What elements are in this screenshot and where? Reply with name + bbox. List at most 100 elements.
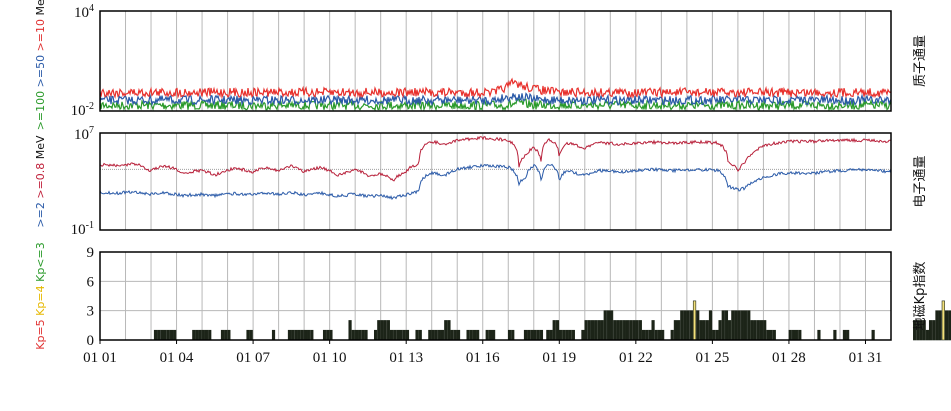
kp-bar bbox=[610, 310, 614, 341]
kp-y-label-part: Kp=5 bbox=[34, 319, 47, 349]
kp-frame bbox=[99, 251, 892, 341]
kp-bar bbox=[393, 329, 397, 341]
kp-bar bbox=[619, 320, 623, 341]
kp-bar bbox=[645, 329, 649, 341]
kp-bar bbox=[625, 320, 630, 341]
kp-bar bbox=[361, 329, 365, 341]
kp-bar bbox=[303, 329, 308, 341]
kp-bar bbox=[747, 310, 751, 341]
kp-bar bbox=[440, 329, 445, 341]
kp-bar bbox=[689, 310, 693, 341]
kp-bar bbox=[938, 310, 942, 341]
x-tick-label: 01 07 bbox=[236, 350, 270, 366]
kp-index-panel: 0 3 6 9 Kp=5 Kp=4 Kp<=3 地磁Kp指数 bbox=[34, 242, 951, 350]
kp-bar bbox=[721, 310, 725, 341]
kp-bar bbox=[386, 320, 390, 341]
kp-bar bbox=[488, 329, 493, 341]
proton-y-label-part: >=100 bbox=[34, 91, 47, 130]
electron-frame bbox=[99, 132, 892, 231]
kp-bar bbox=[635, 320, 639, 341]
kp-y-label-part: Kp<=3 bbox=[34, 242, 47, 285]
kp-bar bbox=[763, 320, 767, 341]
kp-bar bbox=[842, 329, 847, 341]
kp-plot-background bbox=[100, 252, 891, 340]
kp-bar bbox=[536, 329, 540, 341]
electron-right-label: 电子通量 bbox=[913, 155, 928, 207]
kp-bar bbox=[769, 329, 773, 341]
kp-bar bbox=[913, 320, 917, 341]
kp-bar bbox=[549, 329, 553, 341]
kp-bar bbox=[606, 310, 611, 341]
kp-bar bbox=[437, 329, 441, 341]
kp-bar bbox=[708, 310, 713, 341]
kp-bar bbox=[456, 329, 461, 341]
kp-bar bbox=[373, 329, 378, 341]
kp-y-axis-label: Kp=5 Kp=4 Kp<=3 bbox=[34, 242, 47, 349]
proton-y-tick-label: 104 bbox=[74, 3, 94, 21]
kp-bar bbox=[661, 329, 665, 341]
kp-bar bbox=[724, 310, 729, 341]
kp-bar bbox=[571, 329, 575, 341]
proton-series-line bbox=[99, 98, 892, 112]
kp-bar bbox=[428, 329, 432, 341]
kp-bar bbox=[928, 320, 933, 341]
kp-bar bbox=[358, 329, 362, 341]
kp-bar bbox=[817, 329, 821, 341]
kp-bar bbox=[287, 329, 292, 341]
kp-bar bbox=[916, 320, 920, 341]
kp-bar bbox=[444, 320, 448, 341]
kp-bar bbox=[198, 329, 202, 341]
kp-bar bbox=[511, 329, 515, 341]
kp-bar bbox=[530, 329, 534, 341]
kp-bar bbox=[692, 300, 697, 341]
kp-bar bbox=[415, 329, 419, 341]
kp-bar bbox=[632, 320, 636, 341]
kp-bar bbox=[552, 320, 556, 341]
kp-bar bbox=[657, 329, 662, 341]
kp-y-tick-label: 0 bbox=[87, 333, 95, 349]
kp-bar bbox=[351, 329, 355, 341]
kp-bar bbox=[638, 320, 642, 341]
proton-right-label: 质子通量 bbox=[913, 35, 928, 87]
kp-bar bbox=[192, 329, 196, 341]
kp-bar bbox=[453, 329, 457, 341]
kp-bar bbox=[728, 320, 732, 341]
kp-bar bbox=[294, 329, 298, 341]
electron-flux-panel: 107 10-1 >=2 >=0.8 MeV 电子通量 bbox=[34, 125, 928, 238]
kp-bar bbox=[204, 329, 209, 341]
kp-bar bbox=[584, 320, 588, 341]
kp-bar bbox=[922, 320, 926, 341]
kp-right-label: 地磁Kp指数 bbox=[913, 262, 928, 331]
kp-bar bbox=[715, 329, 719, 341]
kp-bar bbox=[594, 320, 598, 341]
kp-bar bbox=[616, 320, 620, 341]
kp-bar bbox=[613, 320, 617, 341]
kp-y-tick-label: 9 bbox=[87, 245, 95, 261]
kp-bar bbox=[651, 320, 655, 341]
kp-bar bbox=[791, 329, 796, 341]
electron-y-label-part: >=0.8 bbox=[34, 163, 47, 202]
kp-bar bbox=[734, 310, 738, 341]
kp-bar bbox=[163, 329, 167, 341]
kp-bar bbox=[418, 329, 422, 341]
kp-bar bbox=[622, 320, 626, 341]
proton-series-line bbox=[99, 77, 892, 100]
kp-bar bbox=[348, 320, 352, 341]
kp-bar bbox=[772, 329, 776, 341]
kp-bar bbox=[383, 320, 387, 341]
kp-bar bbox=[680, 310, 684, 341]
kp-bar bbox=[590, 320, 595, 341]
kp-bar bbox=[173, 329, 177, 341]
kp-bar bbox=[581, 329, 585, 341]
kp-bar bbox=[696, 310, 700, 341]
kp-bar bbox=[492, 329, 496, 341]
x-tick-label: 01 16 bbox=[466, 350, 500, 366]
kp-bar bbox=[558, 329, 563, 341]
kp-bar bbox=[396, 329, 400, 341]
kp-bar bbox=[944, 310, 949, 341]
kp-bar bbox=[377, 320, 381, 341]
kp-bar bbox=[507, 329, 512, 341]
kp-bar bbox=[434, 329, 438, 341]
proton-frame bbox=[99, 10, 892, 112]
